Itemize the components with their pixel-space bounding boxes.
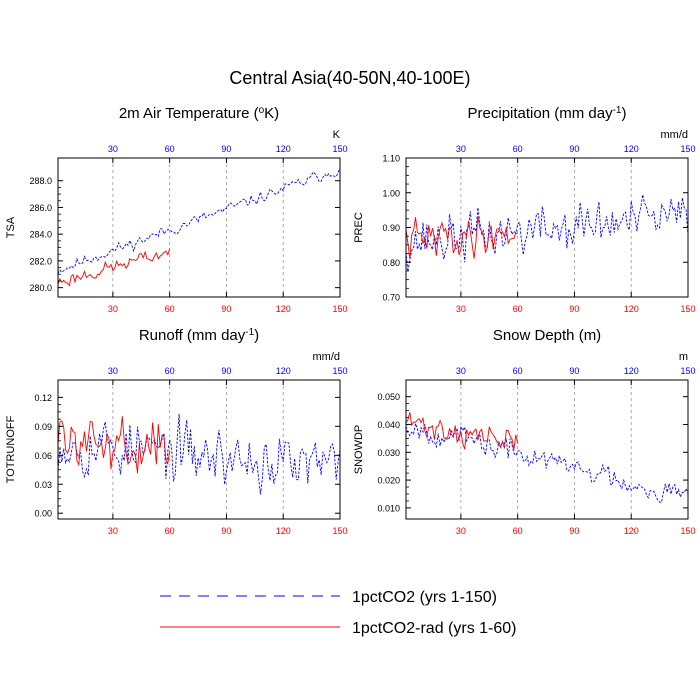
y-tick-label: 0.040	[377, 420, 400, 430]
x-tick-label-bottom: 90	[221, 526, 231, 536]
x-tick-label-top: 90	[221, 144, 231, 154]
y-axis-label: TSA	[5, 216, 17, 238]
legend: 1pctCO2 (yrs 1-150) 1pctCO2-rad (yrs 1-6…	[160, 589, 517, 637]
x-tick-label-top: 60	[165, 144, 175, 154]
y-tick-label: 0.020	[377, 476, 400, 486]
x-tick-label-bottom: 120	[276, 304, 291, 314]
y-axis-label: TOTRUNOFF	[5, 415, 17, 483]
panel-title: Precipitation (mm day-1)	[468, 105, 627, 123]
x-tick-label-bottom: 120	[276, 526, 291, 536]
x-tick-label-bottom: 90	[569, 304, 579, 314]
y-tick-label: 0.030	[377, 448, 400, 458]
y-tick-label: 282.0	[29, 256, 52, 266]
y-tick-label: 0.09	[34, 422, 52, 432]
units-label: K	[333, 129, 341, 141]
plot-frame	[57, 379, 341, 520]
y-tick-label: 0.70	[382, 293, 400, 303]
x-tick-label-bottom: 30	[456, 526, 466, 536]
x-tick-label-bottom: 150	[332, 304, 347, 314]
series-line-1pctco2-rad	[57, 416, 171, 474]
panel-tsa: 2m Air Temperature (oK) K 280.0 282.0 284.0 2…	[5, 105, 348, 315]
x-tick-label-bottom: 90	[569, 526, 579, 536]
series-line-1pctco2	[57, 413, 341, 495]
y-tick-label: 0.90	[382, 223, 400, 233]
y-tick-label: 0.010	[377, 503, 400, 513]
x-tick-label-bottom: 90	[221, 304, 231, 314]
x-tick-label-top: 30	[108, 144, 118, 154]
y-axis-label: SNOWDP	[353, 425, 365, 475]
x-tick-label-top: 90	[569, 144, 579, 154]
x-tick-label-top: 30	[456, 144, 466, 154]
x-tick-label-bottom: 60	[513, 304, 523, 314]
units-label: m	[679, 351, 688, 363]
y-tick-label: 286.0	[29, 203, 52, 213]
series-line-1pctco2	[405, 194, 689, 272]
x-tick-label-top: 120	[624, 366, 639, 376]
y-tick-label: 0.050	[377, 392, 400, 402]
x-tick-label-top: 30	[456, 366, 466, 376]
series-line-1pctco2	[57, 167, 341, 274]
x-tick-label-bottom: 30	[456, 304, 466, 314]
x-tick-label-top: 90	[569, 366, 579, 376]
panel-totrunoff: Runoff (mm day-1) mm/d 0.00 0.03 0.06 0.09 0.1…	[5, 327, 348, 537]
y-tick-label: 0.06	[34, 451, 52, 461]
x-tick-label-top: 90	[221, 366, 231, 376]
x-tick-label-bottom: 60	[165, 526, 175, 536]
x-tick-label-bottom: 60	[513, 526, 523, 536]
figure-title: Central Asia(40-50N,40-100E)	[229, 68, 470, 88]
panel-prec: Precipitation (mm day-1) mm/d 0.70 0.80 0.90…	[353, 105, 696, 315]
y-tick-label: 0.03	[34, 480, 52, 490]
x-tick-label-top: 150	[332, 144, 347, 154]
units-label: mm/d	[661, 129, 689, 141]
x-tick-label-bottom: 150	[680, 526, 695, 536]
y-tick-label: 0.80	[382, 258, 400, 268]
y-tick-label: 288.0	[29, 176, 52, 186]
x-tick-label-top: 60	[513, 144, 523, 154]
x-tick-label-top: 150	[680, 366, 695, 376]
x-tick-label-bottom: 30	[108, 304, 118, 314]
x-tick-label-top: 120	[276, 366, 291, 376]
x-tick-label-bottom: 120	[624, 304, 639, 314]
series-line-1pctco2-rad	[405, 216, 518, 259]
panel-snowdp: Snow Depth (m) m 0.010 0.020 0.030 0.040 0.050…	[353, 327, 696, 536]
units-label: mm/d	[313, 351, 341, 363]
x-tick-label-top: 150	[680, 144, 695, 154]
x-tick-label-bottom: 30	[108, 526, 118, 536]
x-tick-label-top: 120	[276, 144, 291, 154]
legend-label-1pctco2-rad: 1pctCO2-rad (yrs 1-60)	[352, 620, 517, 637]
x-tick-label-bottom: 150	[680, 304, 695, 314]
y-tick-label: 0.00	[34, 509, 52, 519]
panel-title: Snow Depth (m)	[493, 327, 601, 344]
x-tick-label-top: 60	[165, 366, 175, 376]
series-line-1pctco2-rad	[405, 412, 519, 450]
plot-frame	[57, 157, 341, 298]
y-tick-label: 280.0	[29, 283, 52, 293]
x-tick-label-top: 150	[332, 366, 347, 376]
plot-frame	[405, 157, 689, 298]
y-tick-label: 1.10	[382, 154, 400, 164]
x-tick-label-top: 120	[624, 144, 639, 154]
x-tick-label-top: 60	[513, 366, 523, 376]
y-tick-label: 1.00	[382, 188, 400, 198]
y-tick-label: 0.12	[34, 393, 52, 403]
x-tick-label-top: 30	[108, 366, 118, 376]
series-line-1pctco2	[405, 421, 689, 503]
x-tick-label-bottom: 60	[165, 304, 175, 314]
y-tick-label: 284.0	[29, 230, 52, 240]
panel-title: Runoff (mm day-1)	[139, 327, 259, 345]
legend-label-1pctco2: 1pctCO2 (yrs 1-150)	[352, 589, 497, 606]
x-tick-label-bottom: 150	[332, 526, 347, 536]
plot-frame	[405, 379, 689, 520]
series-line-1pctco2-rad	[57, 248, 171, 287]
y-axis-label: PREC	[353, 212, 365, 243]
panel-title: 2m Air Temperature (oK)	[119, 105, 279, 123]
panels: 2m Air Temperature (oK) K 280.0 282.0 284.0 2…	[5, 105, 696, 537]
x-tick-label-bottom: 120	[624, 526, 639, 536]
